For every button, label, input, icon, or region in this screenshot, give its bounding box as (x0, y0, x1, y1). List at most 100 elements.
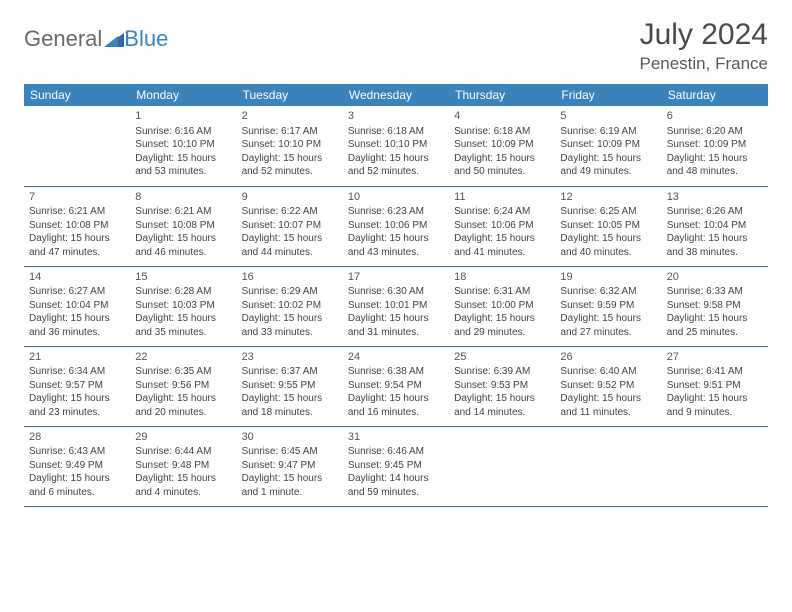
calendar-day-cell: 17Sunrise: 6:30 AMSunset: 10:01 PMDaylig… (343, 266, 449, 346)
sunset-line: Sunset: 10:00 PM (454, 299, 550, 313)
calendar-page: General Blue July 2024 Penestin, France … (0, 0, 792, 517)
sunset-line: Sunset: 9:59 PM (560, 299, 656, 313)
sunset-line: Sunset: 10:07 PM (242, 219, 338, 233)
calendar-day-cell: 8Sunrise: 6:21 AMSunset: 10:08 PMDayligh… (130, 186, 236, 266)
sunset-line: Sunset: 10:04 PM (667, 219, 763, 233)
sunset-line: Sunset: 9:45 PM (348, 459, 444, 473)
day-number: 21 (29, 350, 125, 365)
daylight-line: Daylight: 15 hours and 6 minutes. (29, 472, 125, 499)
calendar-day-cell: 21Sunrise: 6:34 AMSunset: 9:57 PMDayligh… (24, 346, 130, 426)
header: General Blue July 2024 Penestin, France (24, 18, 768, 74)
daylight-line: Daylight: 15 hours and 9 minutes. (667, 392, 763, 419)
day-number: 31 (348, 430, 444, 445)
daylight-line: Daylight: 15 hours and 46 minutes. (135, 232, 231, 259)
logo: General Blue (24, 18, 168, 52)
sunrise-line: Sunrise: 6:45 AM (242, 445, 338, 459)
calendar-day-cell: 27Sunrise: 6:41 AMSunset: 9:51 PMDayligh… (662, 346, 768, 426)
calendar-day-cell: 23Sunrise: 6:37 AMSunset: 9:55 PMDayligh… (237, 346, 343, 426)
daylight-line: Daylight: 15 hours and 49 minutes. (560, 152, 656, 179)
sunset-line: Sunset: 9:48 PM (135, 459, 231, 473)
calendar-day-cell: 2Sunrise: 6:17 AMSunset: 10:10 PMDayligh… (237, 106, 343, 186)
weekday-header: Thursday (449, 84, 555, 106)
calendar-day-cell: 29Sunrise: 6:44 AMSunset: 9:48 PMDayligh… (130, 426, 236, 506)
day-number: 23 (242, 350, 338, 365)
sunset-line: Sunset: 10:02 PM (242, 299, 338, 313)
daylight-line: Daylight: 15 hours and 52 minutes. (242, 152, 338, 179)
daylight-line: Daylight: 15 hours and 36 minutes. (29, 312, 125, 339)
daylight-line: Daylight: 15 hours and 31 minutes. (348, 312, 444, 339)
sunrise-line: Sunrise: 6:43 AM (29, 445, 125, 459)
calendar-day-cell: 30Sunrise: 6:45 AMSunset: 9:47 PMDayligh… (237, 426, 343, 506)
calendar-day-cell: 20Sunrise: 6:33 AMSunset: 9:58 PMDayligh… (662, 266, 768, 346)
sunrise-line: Sunrise: 6:33 AM (667, 285, 763, 299)
daylight-line: Daylight: 15 hours and 43 minutes. (348, 232, 444, 259)
calendar-day-cell: 25Sunrise: 6:39 AMSunset: 9:53 PMDayligh… (449, 346, 555, 426)
sunrise-line: Sunrise: 6:38 AM (348, 365, 444, 379)
calendar-day-cell: 28Sunrise: 6:43 AMSunset: 9:49 PMDayligh… (24, 426, 130, 506)
sunset-line: Sunset: 10:10 PM (242, 138, 338, 152)
daylight-line: Daylight: 15 hours and 14 minutes. (454, 392, 550, 419)
day-number: 9 (242, 190, 338, 205)
sunrise-line: Sunrise: 6:20 AM (667, 125, 763, 139)
daylight-line: Daylight: 15 hours and 20 minutes. (135, 392, 231, 419)
calendar-day-cell: 22Sunrise: 6:35 AMSunset: 9:56 PMDayligh… (130, 346, 236, 426)
logo-text-1: General (24, 26, 102, 52)
day-number: 29 (135, 430, 231, 445)
day-number: 19 (560, 270, 656, 285)
sunset-line: Sunset: 9:52 PM (560, 379, 656, 393)
day-number: 24 (348, 350, 444, 365)
sunrise-line: Sunrise: 6:25 AM (560, 205, 656, 219)
sunrise-line: Sunrise: 6:44 AM (135, 445, 231, 459)
day-number: 18 (454, 270, 550, 285)
daylight-line: Daylight: 15 hours and 44 minutes. (242, 232, 338, 259)
calendar-day-cell: 13Sunrise: 6:26 AMSunset: 10:04 PMDaylig… (662, 186, 768, 266)
sunrise-line: Sunrise: 6:24 AM (454, 205, 550, 219)
sunrise-line: Sunrise: 6:18 AM (348, 125, 444, 139)
calendar-day-cell: 16Sunrise: 6:29 AMSunset: 10:02 PMDaylig… (237, 266, 343, 346)
sunrise-line: Sunrise: 6:21 AM (135, 205, 231, 219)
calendar-empty-cell (662, 426, 768, 506)
calendar-day-cell: 19Sunrise: 6:32 AMSunset: 9:59 PMDayligh… (555, 266, 661, 346)
sunrise-line: Sunrise: 6:23 AM (348, 205, 444, 219)
sunrise-line: Sunrise: 6:41 AM (667, 365, 763, 379)
logo-triangle-icon (104, 27, 124, 53)
daylight-line: Daylight: 15 hours and 40 minutes. (560, 232, 656, 259)
sunset-line: Sunset: 9:51 PM (667, 379, 763, 393)
daylight-line: Daylight: 15 hours and 33 minutes. (242, 312, 338, 339)
calendar-body: 1Sunrise: 6:16 AMSunset: 10:10 PMDayligh… (24, 106, 768, 506)
sunset-line: Sunset: 10:09 PM (667, 138, 763, 152)
weekday-header: Tuesday (237, 84, 343, 106)
sunrise-line: Sunrise: 6:40 AM (560, 365, 656, 379)
sunrise-line: Sunrise: 6:26 AM (667, 205, 763, 219)
day-number: 16 (242, 270, 338, 285)
day-number: 5 (560, 109, 656, 124)
daylight-line: Daylight: 14 hours and 59 minutes. (348, 472, 444, 499)
sunrise-line: Sunrise: 6:35 AM (135, 365, 231, 379)
sunset-line: Sunset: 9:56 PM (135, 379, 231, 393)
daylight-line: Daylight: 15 hours and 25 minutes. (667, 312, 763, 339)
sunset-line: Sunset: 9:54 PM (348, 379, 444, 393)
sunset-line: Sunset: 10:08 PM (135, 219, 231, 233)
day-number: 17 (348, 270, 444, 285)
sunset-line: Sunset: 10:10 PM (135, 138, 231, 152)
sunset-line: Sunset: 10:06 PM (348, 219, 444, 233)
daylight-line: Daylight: 15 hours and 23 minutes. (29, 392, 125, 419)
sunset-line: Sunset: 10:09 PM (560, 138, 656, 152)
sunrise-line: Sunrise: 6:29 AM (242, 285, 338, 299)
sunrise-line: Sunrise: 6:22 AM (242, 205, 338, 219)
daylight-line: Daylight: 15 hours and 18 minutes. (242, 392, 338, 419)
day-number: 11 (454, 190, 550, 205)
sunset-line: Sunset: 9:53 PM (454, 379, 550, 393)
daylight-line: Daylight: 15 hours and 4 minutes. (135, 472, 231, 499)
sunset-line: Sunset: 10:08 PM (29, 219, 125, 233)
day-number: 28 (29, 430, 125, 445)
sunrise-line: Sunrise: 6:31 AM (454, 285, 550, 299)
sunrise-line: Sunrise: 6:32 AM (560, 285, 656, 299)
sunset-line: Sunset: 9:47 PM (242, 459, 338, 473)
calendar-empty-cell (24, 106, 130, 186)
sunrise-line: Sunrise: 6:39 AM (454, 365, 550, 379)
sunset-line: Sunset: 10:09 PM (454, 138, 550, 152)
weekday-header: Saturday (662, 84, 768, 106)
calendar-week-row: 1Sunrise: 6:16 AMSunset: 10:10 PMDayligh… (24, 106, 768, 186)
calendar-week-row: 14Sunrise: 6:27 AMSunset: 10:04 PMDaylig… (24, 266, 768, 346)
